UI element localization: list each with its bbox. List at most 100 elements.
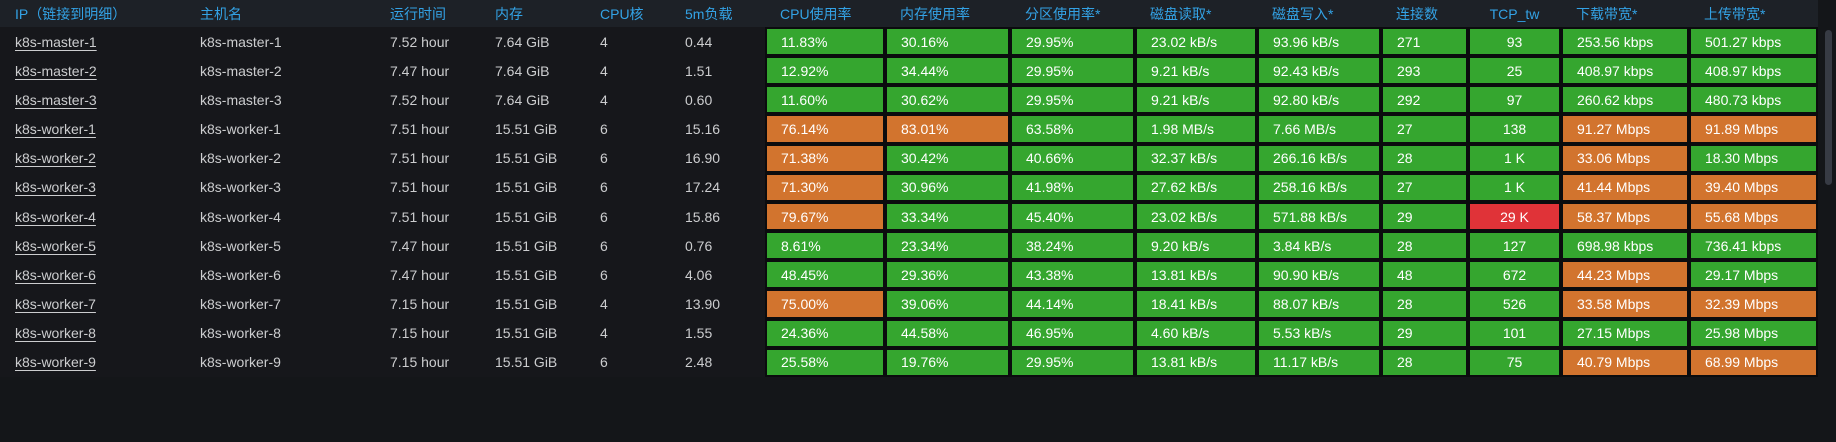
column-header-download[interactable]: 下载带宽* [1576, 5, 1638, 22]
cell-uptime: 7.15 hour [390, 295, 450, 312]
cell-partition: 41.98% [1010, 172, 1135, 202]
cell-partition: 38.24% [1010, 231, 1135, 261]
metric-download-value: 698.98 kbps [1563, 233, 1687, 259]
cell-memory: 7.64 GiB [495, 62, 550, 79]
cell-partition: 40.66% [1010, 143, 1135, 173]
metric-upload-value: 32.39 Mbps [1691, 291, 1816, 317]
metric-partition-value: 63.58% [1012, 116, 1133, 142]
column-header-ip[interactable]: IP（链接到明细） [15, 5, 127, 22]
metric-download-value: 40.79 Mbps [1563, 349, 1687, 375]
column-header-mem[interactable]: 内存使用率 [900, 5, 970, 22]
cell-upload: 32.39 Mbps [1689, 289, 1818, 319]
cell-memory: 15.51 GiB [495, 208, 558, 225]
cell-uptime: 7.51 hour [390, 208, 450, 225]
cell-tcp_tw: 526 [1468, 289, 1561, 319]
cell-disk_read: 32.37 kB/s [1135, 143, 1257, 173]
column-header-partition[interactable]: 分区使用率* [1025, 5, 1101, 22]
column-header-tcp_tw[interactable]: TCP_tw [1489, 5, 1540, 22]
metric-upload-value: 25.98 Mbps [1691, 320, 1816, 346]
cell-cpu: 25.58% [765, 347, 885, 377]
column-header-load5m[interactable]: 5m负载 [685, 5, 733, 22]
column-header-hostname[interactable]: 主机名 [200, 5, 242, 22]
column-header-disk_read[interactable]: 磁盘读取* [1150, 5, 1212, 22]
cell-disk_read: 9.21 kB/s [1135, 56, 1257, 86]
ip-detail-link[interactable]: k8s-worker-4 [15, 208, 96, 225]
cell-tcp_tw: 25 [1468, 56, 1561, 86]
cell-load5m: 4.06 [685, 266, 713, 283]
metric-disk_read-value: 23.02 kB/s [1137, 29, 1255, 55]
metric-cpu-value: 71.38% [767, 145, 883, 171]
cell-mem: 30.96% [885, 172, 1010, 202]
ip-detail-link[interactable]: k8s-worker-9 [15, 354, 96, 371]
cell-ip: k8s-worker-9 [0, 348, 185, 377]
cell-cpu: 71.38% [765, 143, 885, 173]
cell-upload: 91.89 Mbps [1689, 114, 1818, 144]
column-header-connections[interactable]: 连接数 [1396, 5, 1438, 22]
ip-detail-link[interactable]: k8s-worker-8 [15, 325, 96, 342]
metric-mem-value: 30.16% [887, 29, 1008, 55]
cell-cpu: 76.14% [765, 114, 885, 144]
column-header-upload[interactable]: 上传带宽* [1704, 5, 1766, 22]
metric-disk_write-value: 88.07 kB/s [1259, 291, 1379, 317]
cell-connections: 292 [1381, 85, 1468, 115]
cell-upload: 18.30 Mbps [1689, 143, 1818, 173]
cell-disk_read: 23.02 kB/s [1135, 201, 1257, 232]
ip-detail-link[interactable]: k8s-worker-7 [15, 295, 96, 312]
ip-detail-link[interactable]: k8s-master-3 [15, 91, 97, 108]
metric-connections-value: 48 [1383, 262, 1466, 288]
ip-detail-link[interactable]: k8s-worker-2 [15, 150, 96, 167]
column-header-memory[interactable]: 内存 [495, 5, 523, 22]
metric-upload-value: 480.73 kbps [1691, 87, 1816, 113]
column-header-uptime[interactable]: 运行时间 [390, 5, 446, 22]
ip-detail-link[interactable]: k8s-master-2 [15, 62, 97, 79]
metric-disk_read-value: 9.20 kB/s [1137, 233, 1255, 259]
cell-cpu: 11.83% [765, 27, 885, 57]
ip-detail-link[interactable]: k8s-worker-1 [15, 121, 96, 138]
cell-memory: 15.51 GiB [495, 325, 558, 342]
column-header-cores[interactable]: CPU核 [600, 5, 644, 22]
cell-tcp_tw: 1 K [1468, 143, 1561, 173]
cell-cores: 4 [600, 33, 608, 50]
ip-detail-link[interactable]: k8s-worker-6 [15, 266, 96, 283]
cell-memory: 15.51 GiB [495, 150, 558, 167]
cell-uptime: 7.47 hour [390, 237, 450, 254]
metric-upload-value: 736.41 kbps [1691, 233, 1816, 259]
cell-partition: 63.58% [1010, 114, 1135, 144]
cell-uptime: 7.15 hour [390, 354, 450, 371]
ip-detail-link[interactable]: k8s-worker-3 [15, 179, 96, 196]
cell-cores: 6 [600, 179, 608, 196]
cell-ip: k8s-worker-6 [0, 260, 185, 289]
column-header-cpu[interactable]: CPU使用率 [780, 5, 852, 22]
metric-download-value: 33.58 Mbps [1563, 291, 1687, 317]
metric-download-value: 41.44 Mbps [1563, 174, 1687, 200]
metric-cpu-value: 24.36% [767, 320, 883, 346]
metric-disk_read-value: 13.81 kB/s [1137, 349, 1255, 375]
cell-memory: 15.51 GiB [495, 121, 558, 138]
metric-tcp_tw-value: 127 [1470, 233, 1559, 259]
column-header-disk_write[interactable]: 磁盘写入* [1272, 5, 1334, 22]
cell-uptime: 7.52 hour [390, 91, 450, 108]
vertical-scrollbar[interactable] [1825, 30, 1832, 185]
metric-download-value: 33.06 Mbps [1563, 145, 1687, 171]
cell-disk_write: 88.07 kB/s [1257, 289, 1381, 319]
cell-upload: 68.99 Mbps [1689, 347, 1818, 377]
metric-disk_write-value: 11.17 kB/s [1259, 349, 1379, 375]
cell-partition: 29.95% [1010, 347, 1135, 377]
cell-load5m: 17.24 [685, 179, 721, 196]
table-row: k8s-worker-5 k8s-worker-5 7.47 hour 15.51 G… [0, 231, 1818, 261]
cell-connections: 29 [1381, 318, 1468, 348]
cell-memory: 15.51 GiB [495, 354, 558, 371]
cell-load5m: 1.51 [685, 62, 713, 79]
metric-cpu-value: 75.00% [767, 291, 883, 317]
ip-detail-link[interactable]: k8s-worker-5 [15, 237, 96, 254]
cell-disk_write: 571.88 kB/s [1257, 201, 1381, 232]
metric-cpu-value: 12.92% [767, 58, 883, 84]
cell-hostname: k8s-worker-4 [200, 208, 281, 225]
cell-uptime: 7.47 hour [390, 62, 450, 79]
cell-load5m: 16.90 [685, 150, 721, 167]
metric-mem-value: 30.62% [887, 87, 1008, 113]
ip-detail-link[interactable]: k8s-master-1 [15, 33, 97, 50]
metric-disk_write-value: 266.16 kB/s [1259, 145, 1379, 171]
cell-mem: 30.16% [885, 27, 1010, 57]
